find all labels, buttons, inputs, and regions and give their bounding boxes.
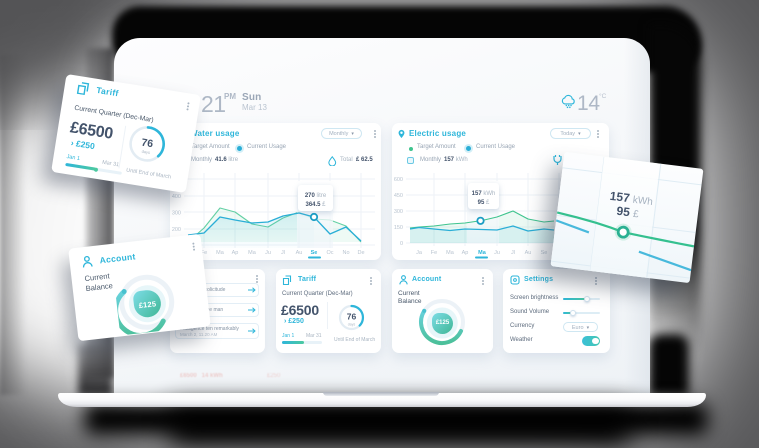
svg-text:Au: Au xyxy=(296,250,303,256)
svg-text:Jl: Jl xyxy=(281,250,285,256)
svg-text:157 kWh: 157 kWh xyxy=(472,191,496,197)
svg-text:Fe: Fe xyxy=(201,250,207,256)
svg-text:600: 600 xyxy=(394,177,403,183)
svg-text:270 litre: 270 litre xyxy=(305,193,327,199)
svg-text:days: days xyxy=(141,149,150,155)
svg-text:Ap: Ap xyxy=(462,250,469,256)
svg-text:Oc: Oc xyxy=(326,250,333,256)
svg-text:Ju: Ju xyxy=(494,250,500,256)
svg-text:Ju: Ju xyxy=(265,250,271,256)
svg-text:300: 300 xyxy=(172,211,181,217)
svg-text:Jl: Jl xyxy=(511,250,515,256)
svg-text:Ma: Ma xyxy=(446,250,455,256)
svg-text:76: 76 xyxy=(140,137,154,151)
svg-text:364.5 £: 364.5 £ xyxy=(305,202,326,208)
svg-text:No: No xyxy=(342,250,349,256)
svg-text:300: 300 xyxy=(394,209,403,215)
svg-text:Fe: Fe xyxy=(431,250,437,256)
svg-text:Ma: Ma xyxy=(478,250,487,256)
svg-text:days: days xyxy=(348,323,356,327)
svg-text:Ja: Ja xyxy=(416,250,423,256)
svg-text:De: De xyxy=(357,250,364,256)
svg-text:0: 0 xyxy=(400,241,403,247)
svg-text:200: 200 xyxy=(172,227,181,233)
svg-text:Au: Au xyxy=(525,250,532,256)
svg-text:450: 450 xyxy=(394,193,403,199)
svg-text:95 £: 95 £ xyxy=(616,204,640,221)
svg-text:400: 400 xyxy=(172,194,181,200)
svg-text:Ap: Ap xyxy=(232,250,239,256)
svg-text:Se: Se xyxy=(541,250,548,256)
svg-text:76: 76 xyxy=(347,312,357,322)
svg-text:150: 150 xyxy=(394,225,403,231)
svg-text:Se: Se xyxy=(311,250,318,256)
svg-text:95 £: 95 £ xyxy=(478,200,490,206)
svg-text:Ma: Ma xyxy=(216,250,225,256)
svg-text:Ma: Ma xyxy=(248,250,257,256)
